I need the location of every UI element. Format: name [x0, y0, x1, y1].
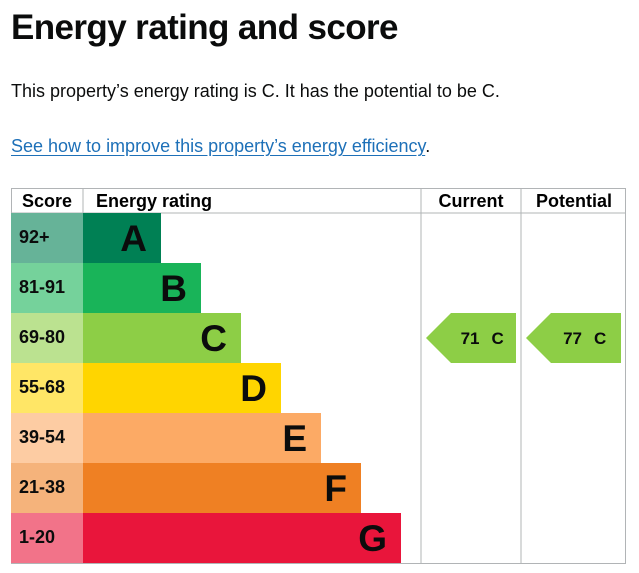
band-c-score-cell: [11, 313, 83, 363]
band-g-letter: G: [358, 518, 387, 559]
band-g-score-label: 1-20: [19, 527, 55, 547]
page-title: Energy rating and score: [11, 8, 398, 47]
band-d-bar: [83, 363, 281, 413]
band-f-score-label: 21-38: [19, 477, 65, 497]
rating-summary: This property’s energy rating is C. It h…: [11, 81, 500, 101]
improve-efficiency-link[interactable]: See how to improve this property’s energ…: [11, 136, 426, 156]
chart-headers: Score Energy rating Current Potential: [22, 191, 612, 211]
current-rating-arrow-score: 71: [461, 329, 480, 348]
band-g-score-cell: [11, 513, 83, 563]
band-f-score-cell: [11, 463, 83, 513]
band-f-letter: F: [324, 468, 347, 509]
band-c-bar: [83, 313, 241, 363]
band-d-letter: D: [240, 368, 267, 409]
potential-rating-arrow-letter: C: [594, 329, 606, 348]
band-f: 21-38 F: [11, 463, 361, 513]
band-e-letter: E: [282, 418, 307, 459]
current-rating-arrow-letter: C: [492, 329, 504, 348]
band-f-bar: [83, 463, 361, 513]
band-d-score-cell: [11, 363, 83, 413]
energy-rating-chart: Score Energy rating Current Potential 92…: [11, 188, 626, 564]
header-current: Current: [438, 191, 503, 211]
band-a-bar: [83, 213, 161, 263]
potential-rating-arrow: 77 C: [526, 313, 621, 363]
band-b: 81-91 B: [11, 263, 201, 313]
potential-rating-arrow-score: 77: [563, 329, 582, 348]
rating-arrows: 71 C 77 C: [426, 313, 621, 363]
band-b-bar: [83, 263, 201, 313]
header-potential: Potential: [536, 191, 612, 211]
band-a: 92+ A: [11, 213, 161, 263]
current-rating-arrow: 71 C: [426, 313, 516, 363]
band-d: 55-68 D: [11, 363, 281, 413]
current-rating-arrow-shape: [426, 313, 516, 363]
improve-paragraph: See how to improve this property’s energ…: [11, 135, 430, 157]
link-suffix: .: [425, 136, 431, 156]
header-energy-rating: Energy rating: [96, 191, 212, 211]
band-b-score-label: 81-91: [19, 277, 65, 297]
band-b-letter: B: [160, 268, 187, 309]
band-b-score-cell: [11, 263, 83, 313]
band-c: 69-80 C: [11, 313, 241, 363]
rating-bands: 92+ A 81-91 B 69-80 C 55-68 D 39-54 E 21-38 F 1-20 G: [11, 213, 401, 563]
band-c-letter: C: [200, 318, 227, 359]
band-c-score-label: 69-80: [19, 327, 65, 347]
band-g-bar: [83, 513, 401, 563]
band-g: 1-20 G: [11, 513, 401, 563]
band-e: 39-54 E: [11, 413, 321, 463]
potential-rating-arrow-shape: [526, 313, 621, 363]
band-e-bar: [83, 413, 321, 463]
band-a-score-label: 92+: [19, 227, 50, 247]
band-e-score-label: 39-54: [19, 427, 65, 447]
header-score: Score: [22, 191, 72, 211]
band-e-score-cell: [11, 413, 83, 463]
band-d-score-label: 55-68: [19, 377, 65, 397]
band-a-letter: A: [120, 218, 147, 259]
band-a-score-cell: [11, 213, 83, 263]
